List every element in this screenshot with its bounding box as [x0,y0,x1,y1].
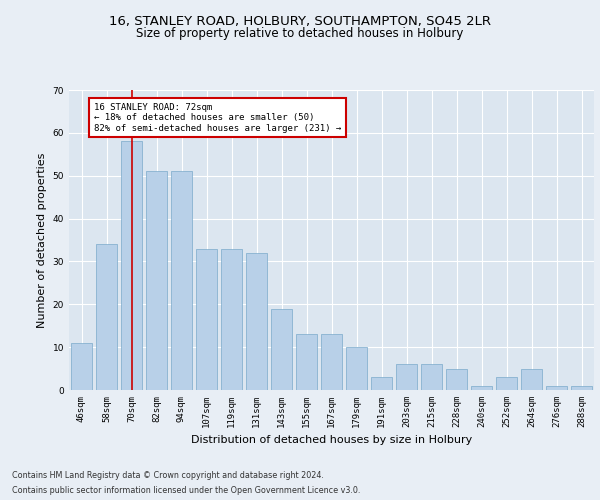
X-axis label: Distribution of detached houses by size in Holbury: Distribution of detached houses by size … [191,436,472,446]
Y-axis label: Number of detached properties: Number of detached properties [37,152,47,328]
Bar [396,364,417,390]
Bar [371,377,392,390]
Bar [446,368,467,390]
Bar [171,172,192,390]
Bar [321,334,342,390]
Bar [121,142,142,390]
Text: 16, STANLEY ROAD, HOLBURY, SOUTHAMPTON, SO45 2LR: 16, STANLEY ROAD, HOLBURY, SOUTHAMPTON, … [109,15,491,28]
Bar [496,377,517,390]
Bar [471,386,492,390]
Bar [546,386,567,390]
Bar [571,386,592,390]
Bar [71,343,92,390]
Bar [146,172,167,390]
Bar [296,334,317,390]
Bar [221,248,242,390]
Bar [346,347,367,390]
Bar [271,308,292,390]
Text: Contains HM Land Registry data © Crown copyright and database right 2024.: Contains HM Land Registry data © Crown c… [12,471,324,480]
Text: Contains public sector information licensed under the Open Government Licence v3: Contains public sector information licen… [12,486,361,495]
Bar [246,253,267,390]
Text: 16 STANLEY ROAD: 72sqm
← 18% of detached houses are smaller (50)
82% of semi-det: 16 STANLEY ROAD: 72sqm ← 18% of detached… [94,103,341,132]
Bar [96,244,117,390]
Bar [521,368,542,390]
Text: Size of property relative to detached houses in Holbury: Size of property relative to detached ho… [136,28,464,40]
Bar [421,364,442,390]
Bar [196,248,217,390]
